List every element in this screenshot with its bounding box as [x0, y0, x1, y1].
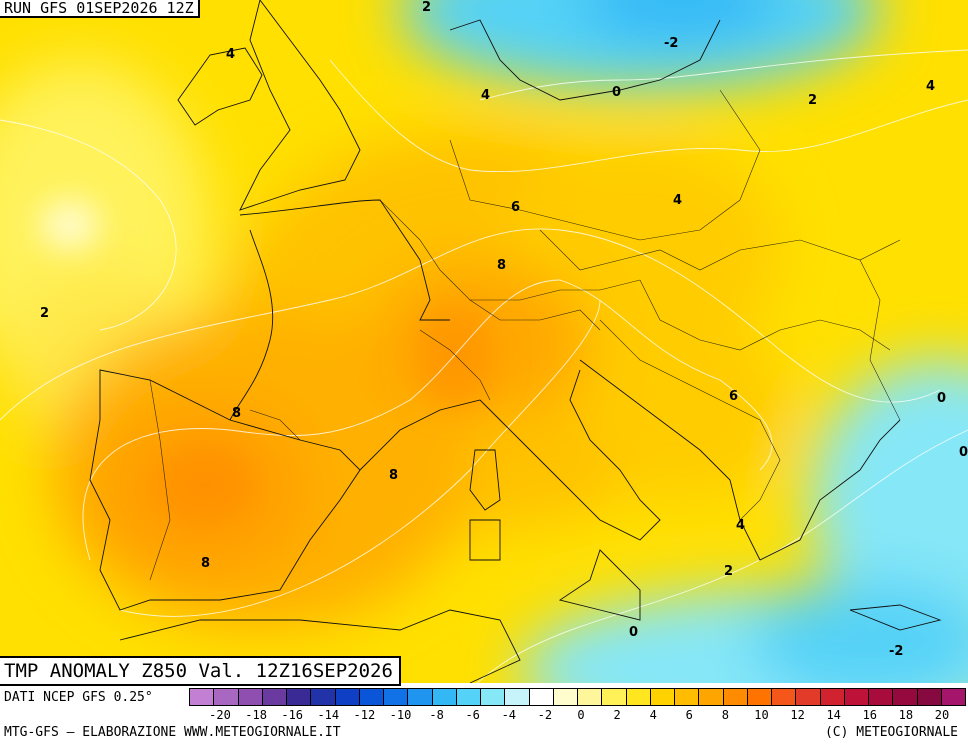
- scale-tick-label: -14: [317, 708, 340, 722]
- contour-label: 4: [673, 193, 682, 208]
- copyright-text: (C) METEOGIORNALE: [824, 725, 958, 740]
- scale-tick-label: 6: [685, 708, 693, 722]
- scale-swatch: [916, 688, 942, 706]
- contour-label: 4: [226, 47, 235, 62]
- scale-tick-label: -10: [389, 708, 412, 722]
- scale-tick-label: 12: [790, 708, 805, 722]
- contour-labels: 2 -2 4 4 0 2 4 6 4 8 2 8 6 0 0 8 4 8 2 0…: [40, 0, 968, 659]
- isolines: [0, 49, 968, 683]
- scale-swatch: [286, 688, 312, 706]
- scale-swatch: [892, 688, 918, 706]
- scale-tick-label: -12: [353, 708, 376, 722]
- scale-tick-label: 16: [862, 708, 878, 722]
- scale-tick-label: -2: [537, 708, 553, 722]
- contour-label: 6: [511, 200, 520, 215]
- scale-swatch: [213, 688, 239, 706]
- scale-tick-label: 10: [754, 708, 769, 722]
- scale-swatch: [407, 688, 433, 706]
- scale-swatch: [577, 688, 603, 706]
- scale-tick-label: -6: [465, 708, 480, 722]
- scale-swatch: [528, 688, 554, 706]
- coastlines: [89, 0, 942, 683]
- contour-label: 0: [629, 625, 638, 640]
- scale-swatch: [383, 688, 409, 706]
- data-source: DATI NCEP GFS 0.25°: [4, 690, 153, 705]
- scale-tick-label: -8: [429, 708, 444, 722]
- scale-swatch: [698, 688, 724, 706]
- anomaly-map: 2 -2 4 4 0 2 4 6 4 8 2 8 6 0 0 8 4 8 2 0…: [0, 0, 968, 683]
- scale-swatch: [940, 688, 966, 706]
- scale-tick-label: 18: [898, 708, 914, 722]
- contour-label: 4: [481, 88, 490, 103]
- run-label: RUN GFS 01SEP2026 12Z: [0, 0, 200, 18]
- scale-ticks: -20 -18 -16 -14 -12 -10 -8 -6 -4 -2 0 2 4 6 8 10 12 14 16 1…: [190, 708, 966, 724]
- contour-label: 8: [497, 258, 506, 273]
- scale-tick-label: 14: [826, 708, 841, 722]
- scale-swatch: [771, 688, 797, 706]
- scale-swatch: [237, 688, 263, 706]
- scale-swatch: [358, 688, 384, 706]
- scale-swatch: [504, 688, 530, 706]
- scale-swatch: [722, 688, 748, 706]
- scale-swatch: [601, 688, 627, 706]
- scale-swatch: [868, 688, 894, 706]
- map-title: TMP ANOMALY Z850 Val. 12Z16SEP2026: [0, 656, 401, 686]
- contour-label: 4: [926, 79, 935, 94]
- scale-tick-label: -20: [209, 708, 231, 722]
- scale-tick-label: 20: [934, 708, 950, 722]
- scale-tick-label: -4: [501, 708, 517, 722]
- scale-swatch: [649, 688, 675, 706]
- scale-swatch: [431, 688, 457, 706]
- credit-text: MTG-GFS – ELABORAZIONE WWW.METEOGIORNALE…: [4, 725, 341, 740]
- scale-swatch: [674, 688, 700, 706]
- contour-label: 8: [232, 406, 241, 421]
- scale-tick-label: -16: [281, 708, 304, 722]
- borders: [149, 89, 901, 581]
- color-scale: [189, 688, 966, 706]
- contour-label: 2: [808, 93, 817, 108]
- scale-tick-label: 0: [577, 708, 585, 722]
- scale-tick-label: 4: [649, 708, 657, 722]
- scale-tick-label: 2: [613, 708, 621, 722]
- contour-label: 2: [40, 306, 49, 321]
- contour-label: 2: [422, 0, 431, 15]
- scale-swatch: [334, 688, 360, 706]
- scale-swatch: [843, 688, 869, 706]
- contour-label: 0: [612, 85, 621, 100]
- contour-label: 2: [724, 564, 733, 579]
- anomaly-field: [0, 0, 968, 683]
- contour-label: 4: [736, 518, 745, 533]
- scale-swatch: [261, 688, 287, 706]
- contour-label: -2: [889, 644, 903, 659]
- scale-swatch: [455, 688, 481, 706]
- contour-label: 0: [959, 445, 968, 460]
- scale-swatch: [189, 688, 215, 706]
- contour-label: 8: [389, 468, 398, 483]
- scale-tick-label: -18: [245, 708, 267, 722]
- scale-swatch: [310, 688, 336, 706]
- contour-label: 6: [729, 389, 738, 404]
- scale-swatch: [480, 688, 506, 706]
- contour-label: 0: [937, 391, 946, 406]
- scale-swatch: [795, 688, 821, 706]
- scale-swatch: [819, 688, 845, 706]
- contour-label: -2: [664, 36, 678, 51]
- contour-label: 8: [201, 556, 210, 571]
- scale-tick-label: 8: [721, 708, 730, 722]
- scale-swatch: [625, 688, 651, 706]
- scale-swatch: [746, 688, 772, 706]
- scale-swatch: [552, 688, 578, 706]
